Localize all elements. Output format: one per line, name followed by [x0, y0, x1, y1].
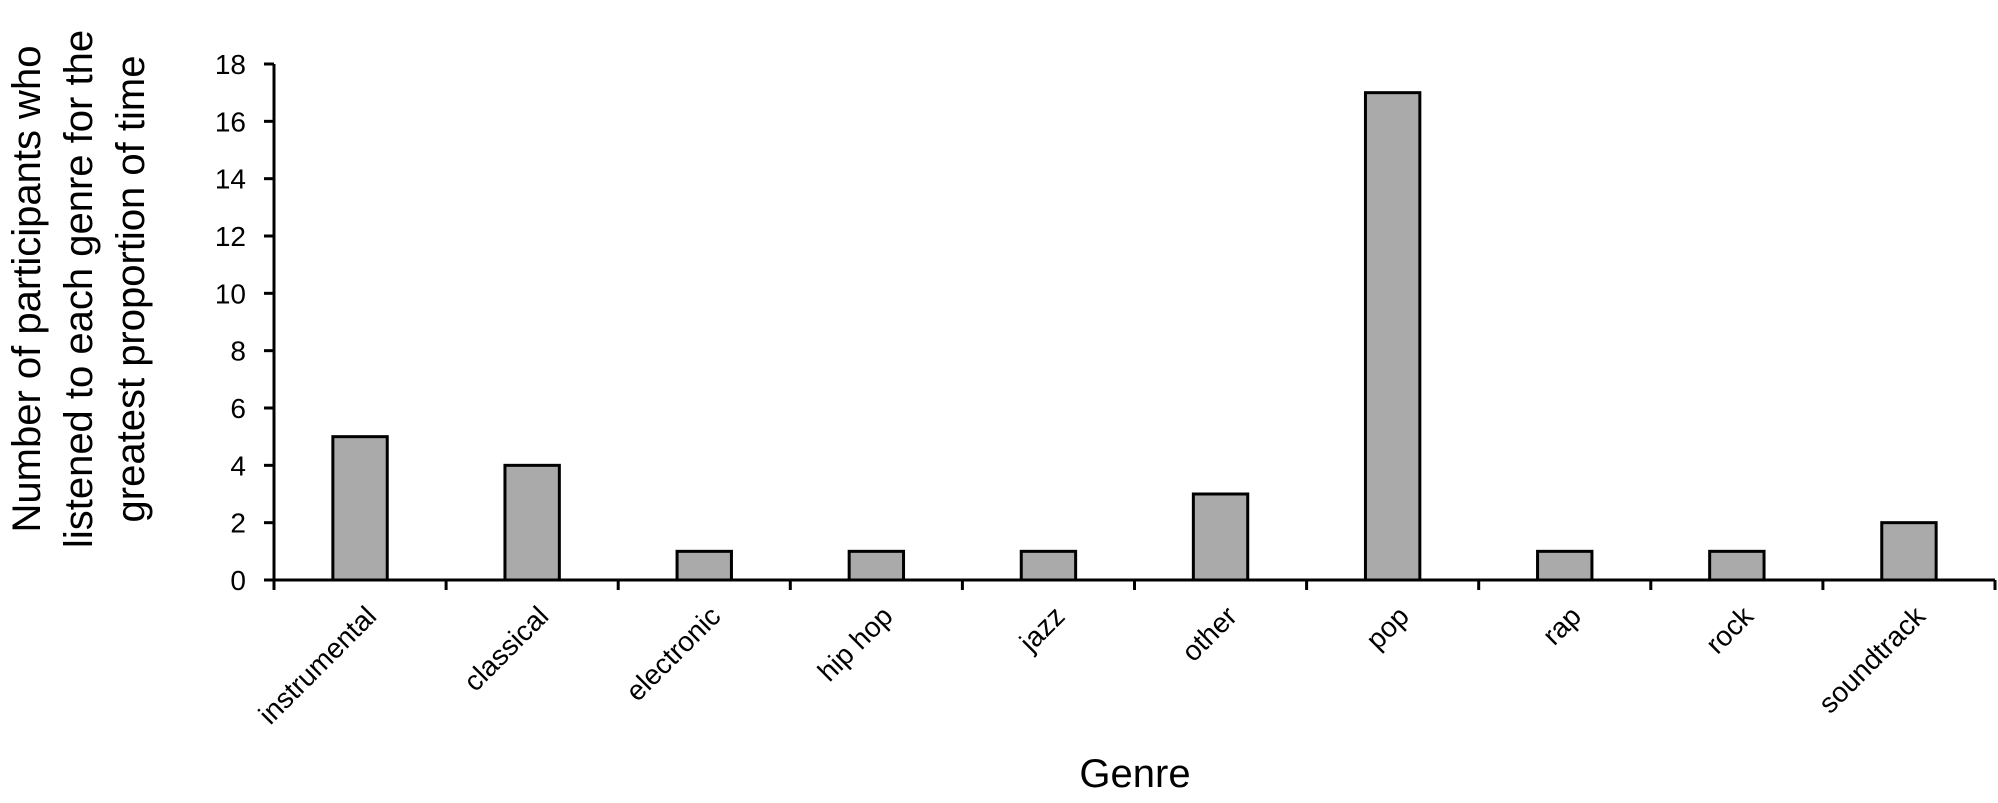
y-tick-label: 6: [230, 393, 246, 424]
x-category-label: rock: [1700, 600, 1760, 660]
bar-pop: [1363, 91, 1422, 582]
y-axis-title-line-1: Number of participants who: [5, 46, 49, 533]
bar-hip-hop: [847, 549, 906, 582]
x-axis-ticks: instrumental classical electronic hip hop ja…: [253, 580, 1997, 730]
bar-jazz: [1019, 549, 1078, 582]
bar-soundtrack: [1880, 521, 1938, 582]
y-axis-title-line-3: greatest proportion of time: [109, 56, 153, 523]
y-tick-label: 8: [230, 336, 246, 367]
y-tick-label: 10: [215, 278, 246, 309]
y-axis-title: Number of participants who listened to e…: [5, 30, 153, 548]
bar-classical: [503, 463, 561, 582]
y-tick-label: 12: [215, 221, 246, 252]
x-category-label: electronic: [620, 600, 727, 707]
x-axis-title: Genre: [1079, 752, 1190, 796]
y-tick-label: 14: [215, 164, 246, 195]
bar-rap: [1536, 549, 1594, 582]
x-category-label: soundtrack: [1812, 600, 1931, 719]
bar-instrumental: [331, 435, 389, 582]
x-category-label: hip hop: [812, 600, 899, 687]
bars-group: [331, 91, 1938, 582]
bar-rock: [1708, 549, 1766, 582]
x-category-label: classical: [458, 600, 555, 697]
y-axis-title-line-2: listened to each genre for the: [57, 30, 101, 548]
x-category-label: instrumental: [253, 600, 383, 730]
x-category-label: rap: [1536, 600, 1587, 651]
y-tick-label: 0: [230, 565, 246, 596]
x-category-label: other: [1176, 600, 1243, 667]
bar-electronic: [675, 549, 733, 582]
y-axis-ticks: 0 2 4 6 8 10 12 14 16 18: [215, 49, 274, 596]
x-category-label: jazz: [1013, 600, 1071, 658]
x-category-label: pop: [1360, 600, 1415, 655]
bar-other: [1191, 492, 1250, 582]
y-tick-label: 18: [215, 49, 246, 80]
y-tick-label: 4: [230, 450, 246, 481]
y-tick-label: 2: [230, 508, 246, 539]
y-tick-label: 16: [215, 106, 246, 137]
